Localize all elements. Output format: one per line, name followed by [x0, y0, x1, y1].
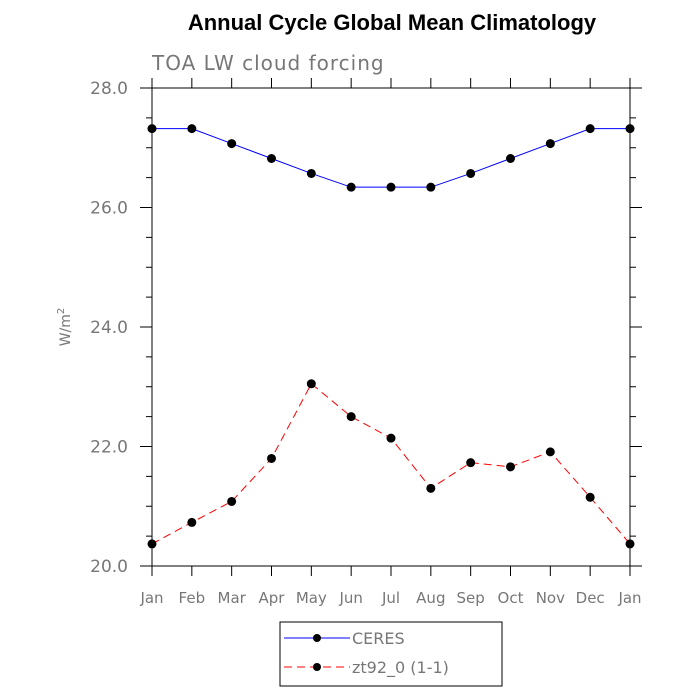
- series-0-point: [267, 154, 276, 164]
- y-tick-label: 28.0: [90, 79, 128, 99]
- legend-frame: [279, 621, 503, 687]
- x-tick-label: Jan: [139, 589, 163, 607]
- chart-title: Annual Cycle Global Mean Climatology: [188, 10, 597, 35]
- series-1-point: [227, 496, 237, 506]
- legend-label-ceres: CERES: [352, 629, 405, 648]
- y-tick-label: 24.0: [90, 318, 128, 338]
- series-0-point: [426, 182, 436, 192]
- series-line-0: [152, 128, 630, 188]
- series-layer: [147, 124, 635, 549]
- x-tick-label: Jan: [617, 589, 641, 607]
- x-tick-label: Jul: [381, 589, 400, 607]
- y-axis-label-text: W/m: [58, 314, 74, 346]
- series-0-point: [506, 154, 515, 164]
- series-1-point: [545, 447, 555, 457]
- y-tick-label: 22.0: [90, 438, 128, 458]
- y-axis-label-superscript: 2: [56, 308, 67, 314]
- series-0-point: [585, 124, 595, 134]
- series-1-point: [466, 458, 476, 468]
- series-1-point: [386, 433, 396, 443]
- x-tick-label: Feb: [179, 589, 206, 607]
- series-0-point: [386, 182, 396, 192]
- y-axis-label: W/m2: [56, 308, 74, 347]
- series-1-point: [187, 517, 197, 527]
- series-1-point: [147, 539, 157, 549]
- y-tick-label: 26.0: [90, 199, 128, 219]
- series-1-point: [426, 483, 436, 493]
- plot-frame: [151, 87, 631, 567]
- x-tick-label: Mar: [218, 589, 247, 607]
- series-0-point: [147, 124, 157, 134]
- series-1-point: [625, 539, 635, 549]
- series-0-point: [187, 124, 197, 134]
- y-axis: 20.0 22.0 24.0 26.0 28.0: [90, 79, 642, 577]
- chart-subtitle: TOA LW cloud forcing: [151, 51, 385, 75]
- x-axis: Jan Feb Mar Apr May Jun Jul Aug Sep Oct Nov Dec Jan: [139, 78, 642, 607]
- x-tick-label: May: [296, 589, 327, 607]
- series-1-point: [267, 453, 276, 463]
- series-0-point: [346, 182, 356, 192]
- series-1-point: [346, 412, 356, 422]
- legend-marker-ceres: [313, 634, 321, 642]
- x-tick-label: Jun: [338, 589, 362, 607]
- x-tick-label: Oct: [498, 589, 524, 607]
- series-line-1: [151, 382, 631, 545]
- series-0-point: [545, 139, 555, 149]
- series-1-point: [506, 462, 515, 472]
- x-tick-label: Dec: [576, 589, 605, 607]
- series-0-point: [625, 124, 635, 134]
- legend: CERES zt92_0 (1-1): [279, 621, 503, 687]
- y-tick-label: 20.0: [90, 557, 128, 577]
- legend-marker-zt92: [313, 663, 321, 671]
- series-0-point: [466, 168, 476, 178]
- x-tick-label: Nov: [536, 589, 565, 607]
- series-0-point: [306, 168, 316, 178]
- series-1-point: [306, 379, 316, 389]
- series-1-point: [585, 492, 595, 502]
- x-tick-label: Aug: [416, 589, 445, 607]
- x-tick-label: Sep: [457, 589, 485, 607]
- x-tick-label: Apr: [259, 589, 286, 607]
- legend-label-zt92: zt92_0 (1-1): [352, 658, 449, 678]
- series-0-point: [227, 139, 237, 149]
